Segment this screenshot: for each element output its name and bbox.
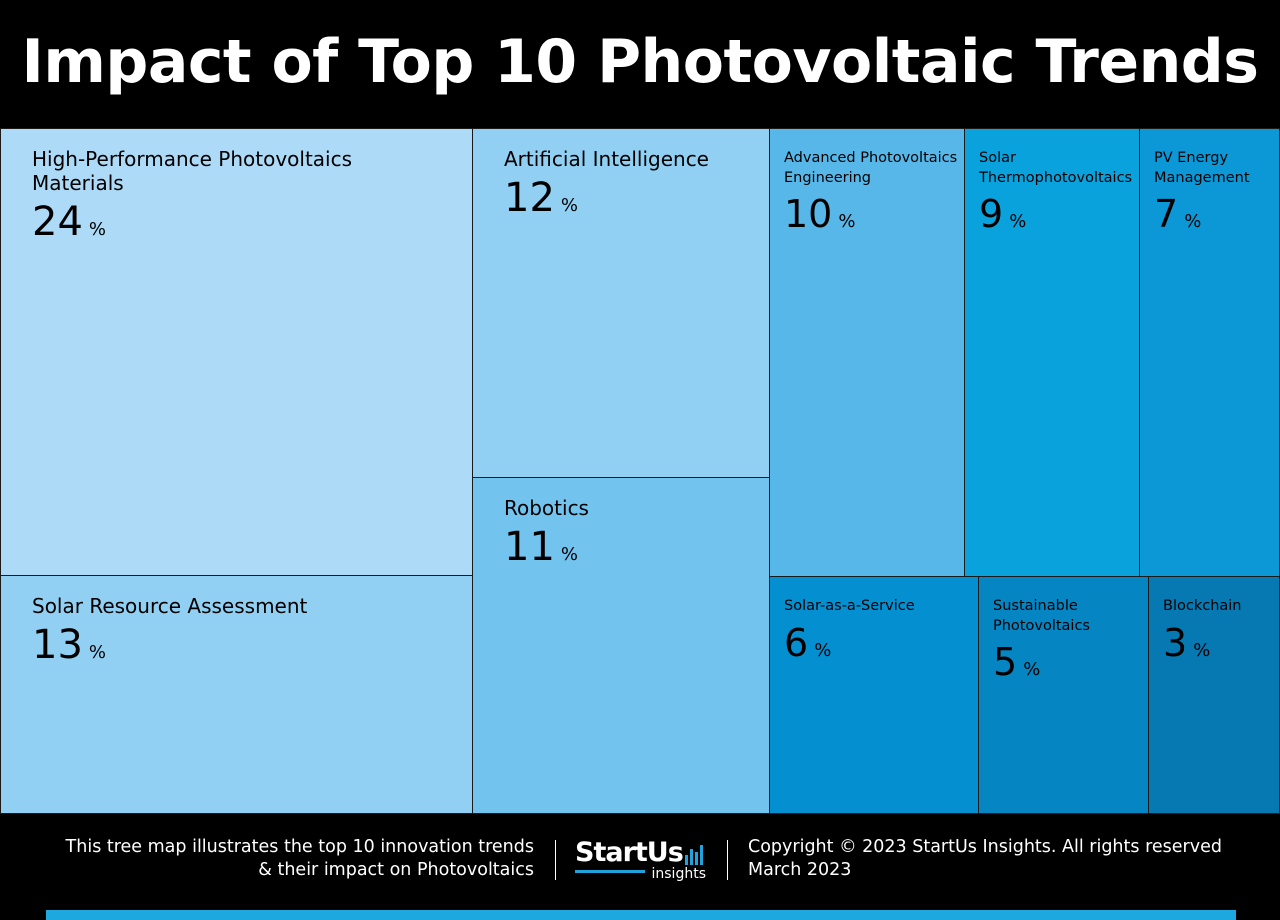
- tile-value-unit: %: [1184, 211, 1202, 233]
- tile-value-unit: %: [88, 642, 107, 663]
- date-text: March 2023: [748, 860, 852, 880]
- footer-description-line2: & their impact on Photovoltaics: [258, 860, 534, 880]
- tile-value-unit: %: [1009, 211, 1027, 233]
- bar-chart-icon: [685, 843, 705, 870]
- tile-value: 24%: [32, 199, 472, 245]
- tile-value-unit: %: [1193, 639, 1211, 661]
- logo-underline: [575, 870, 645, 873]
- tile-value: 7%: [1154, 192, 1279, 236]
- tile-value: 10%: [784, 192, 964, 236]
- tile-label: Robotics: [504, 496, 589, 520]
- tile-value-unit: %: [838, 211, 856, 233]
- tile-value-number: 7: [1154, 192, 1179, 237]
- tile-value-unit: %: [814, 639, 832, 661]
- tile-value: 12%: [504, 175, 769, 221]
- tile-value: 6%: [784, 621, 978, 665]
- treemap-tile: Solar-as-a-Service 6%: [769, 576, 979, 814]
- tile-value-number: 6: [784, 620, 809, 665]
- bottom-accent-bar: [46, 910, 1236, 920]
- tile-label: Advanced Photovoltaics Engineering: [784, 150, 958, 186]
- tile-label: Solar Resource Assessment: [32, 594, 308, 618]
- tile-value: 5%: [993, 640, 1148, 684]
- footer-copyright-block: Copyright © 2023 StartUs Insights. All r…: [748, 836, 1222, 882]
- tile-value-number: 9: [979, 192, 1004, 237]
- tile-value-unit: %: [1023, 659, 1041, 681]
- footer-description-line1: This tree map illustrates the top 10 inn…: [65, 837, 534, 857]
- treemap-tile: Solar Thermophotovoltaics 9%: [964, 128, 1140, 577]
- tile-value: 11%: [504, 524, 769, 570]
- tile-value-number: 13: [32, 622, 83, 668]
- footer-divider-right: [727, 840, 728, 880]
- treemap-tile: Artificial Intelligence 12%: [472, 128, 770, 478]
- tile-value-number: 3: [1163, 620, 1188, 665]
- tile-label: Sustainable Photovoltaics: [993, 598, 1090, 634]
- treemap-tile: Sustainable Photovoltaics 5%: [978, 576, 1149, 814]
- treemap-tile: Advanced Photovoltaics Engineering 10%: [769, 128, 965, 577]
- tile-value-unit: %: [560, 544, 579, 565]
- tile-value-number: 5: [993, 640, 1018, 685]
- tile-label: Solar Thermophotovoltaics: [979, 150, 1133, 186]
- chart-title: Impact of Top 10 Photovoltaic Trends: [21, 27, 1259, 97]
- tile-value: 9%: [979, 192, 1139, 236]
- tile-label: Blockchain: [1163, 598, 1242, 614]
- treemap-tile: High-Performance Photovoltaics Materials…: [0, 128, 473, 576]
- footer-divider-left: [555, 840, 556, 880]
- tile-label: PV Energy Management: [1154, 150, 1250, 186]
- tile-value-number: 12: [504, 175, 555, 221]
- tile-value: 3%: [1163, 621, 1279, 665]
- logo-main-text: StartUs: [575, 837, 684, 868]
- tile-value-unit: %: [88, 219, 107, 240]
- tile-label: Solar-as-a-Service: [784, 598, 915, 614]
- tile-value-number: 24: [32, 199, 83, 245]
- treemap-tile: Robotics 11%: [472, 477, 770, 814]
- treemap-tile: Blockchain 3%: [1148, 576, 1280, 814]
- tile-value-unit: %: [560, 195, 579, 216]
- footer-description: This tree map illustrates the top 10 inn…: [66, 836, 534, 882]
- treemap-tile: PV Energy Management 7%: [1139, 128, 1280, 577]
- treemap: High-Performance Photovoltaics Materials…: [0, 128, 1280, 814]
- treemap-tile: Solar Resource Assessment 13%: [0, 575, 473, 814]
- tile-label: High-Performance Photovoltaics Materials: [32, 147, 353, 195]
- logo-sub-text: insights: [651, 866, 707, 882]
- startus-logo: StartUs insights: [575, 837, 710, 887]
- header: Impact of Top 10 Photovoltaic Trends: [0, 0, 1280, 128]
- footer: This tree map illustrates the top 10 inn…: [0, 814, 1280, 910]
- copyright-text: Copyright © 2023 StartUs Insights. All r…: [748, 837, 1222, 857]
- tile-label: Artificial Intelligence: [504, 147, 709, 171]
- tile-value: 13%: [32, 622, 472, 668]
- tile-value-number: 10: [784, 192, 833, 237]
- tile-value-number: 11: [504, 524, 555, 570]
